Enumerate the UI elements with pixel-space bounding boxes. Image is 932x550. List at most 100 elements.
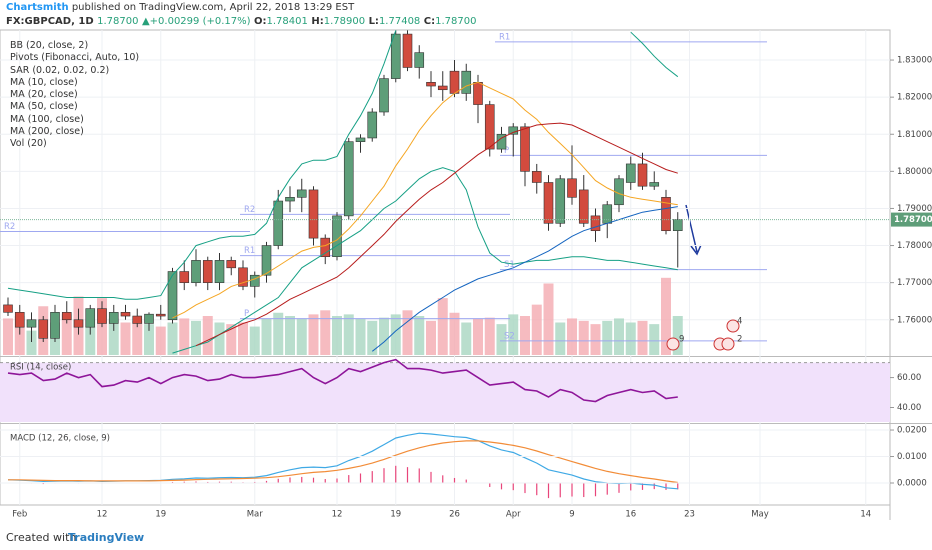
volume-bar xyxy=(261,318,272,355)
x-tick-label: Mar xyxy=(247,510,264,520)
legend-entry: MA (50, close) xyxy=(10,101,78,113)
candle-body xyxy=(390,33,401,79)
volume-bar xyxy=(367,320,378,355)
volume-bar xyxy=(3,318,13,355)
symbol: FX:GBPCAD, 1D xyxy=(6,16,94,27)
candle-body xyxy=(308,189,319,239)
indicator-line xyxy=(371,206,678,352)
created-with: Created with xyxy=(6,531,77,544)
candle-body xyxy=(38,319,49,339)
volume-bar xyxy=(473,318,483,355)
candle-body xyxy=(179,271,190,283)
volume-bar xyxy=(308,314,319,355)
rsi-band xyxy=(0,362,890,422)
candle-body xyxy=(461,70,472,94)
legend-entry: SAR (0.02, 0.02, 0.2) xyxy=(10,64,110,76)
volume-bar xyxy=(332,316,342,355)
x-tick-label: Feb xyxy=(12,510,27,520)
volume-bar xyxy=(672,316,683,355)
candle-body xyxy=(567,178,577,198)
volume-bar xyxy=(214,322,225,355)
x-tick-label: 12 xyxy=(332,510,343,520)
legend-entry: MA (100, close) xyxy=(10,113,84,125)
pivot-label: R2 xyxy=(4,222,15,232)
volume-bar xyxy=(614,318,624,355)
y-tick-label: 1.76000 xyxy=(897,315,932,325)
volume-bar xyxy=(543,283,554,355)
candle-body xyxy=(379,78,389,113)
publish-line: Chartsmith published on TradingView.com,… xyxy=(6,2,354,13)
event-badge xyxy=(721,337,735,351)
volume-bar xyxy=(285,316,295,355)
candle-body xyxy=(437,85,448,91)
brand[interactable]: TradingView xyxy=(68,531,145,544)
candle-body xyxy=(50,312,60,339)
volume-bar xyxy=(132,320,143,355)
volume-bar xyxy=(625,322,636,355)
candle-body xyxy=(120,312,131,317)
y-tick-label: 0.0200 xyxy=(897,426,927,436)
indicator-legend: BB (20, close, 2) Pivots (Fibonacci, Auto… xyxy=(10,40,139,151)
candle-body xyxy=(402,33,413,68)
layer xyxy=(0,358,890,422)
x-tick-label: 26 xyxy=(449,510,460,520)
change: +0.00299 (+0.17%) xyxy=(149,16,251,27)
pivot-label: P xyxy=(504,146,509,156)
volume-bar xyxy=(567,318,577,355)
volume-bar xyxy=(167,322,178,355)
candle-body xyxy=(3,304,13,313)
candle-body xyxy=(73,319,84,328)
x-tick-label: 19 xyxy=(155,510,166,520)
y-tick-label: 1.80000 xyxy=(897,167,932,177)
volume-bar xyxy=(226,324,237,355)
candle-body xyxy=(296,189,307,198)
x-tick-label: May xyxy=(751,510,769,520)
y-tick-label: 1.83000 xyxy=(897,56,932,66)
layer xyxy=(7,432,679,499)
published: published on TradingView.com, April 22, … xyxy=(71,2,355,13)
volume-bar xyxy=(379,317,389,355)
candle-body xyxy=(191,260,201,283)
event-badge xyxy=(726,319,740,333)
volume-bar xyxy=(602,320,613,355)
pivot-label: R1 xyxy=(244,246,255,256)
close: 1.78700 xyxy=(435,16,477,27)
candle-body xyxy=(332,215,342,257)
candle-body xyxy=(202,260,213,283)
volume-bar xyxy=(85,326,96,355)
indicator-line xyxy=(195,122,678,347)
x-tick-label: Apr xyxy=(506,510,521,520)
last-price-box xyxy=(891,212,932,227)
volume-bar xyxy=(508,314,519,355)
volume-bar xyxy=(649,324,660,355)
legend-entry: MA (200, close) xyxy=(10,126,84,138)
candle-body xyxy=(61,312,72,321)
candle-body xyxy=(555,178,566,224)
candle-body xyxy=(449,70,460,94)
candle-body xyxy=(672,219,683,231)
event-count: 4 xyxy=(737,317,742,327)
candle-body xyxy=(144,313,154,324)
candle-body xyxy=(167,271,178,321)
volume-bar xyxy=(531,304,542,355)
volume-bar xyxy=(426,320,436,355)
candle-body xyxy=(343,141,354,217)
volume-bar xyxy=(355,318,366,355)
x-tick-label: 14 xyxy=(860,510,871,520)
x-tick-label: 12 xyxy=(97,510,108,520)
pivot-label: S1 xyxy=(504,260,515,270)
legend-entry: BB (20, close, 2) xyxy=(10,40,89,51)
last-price: 1.78700 xyxy=(97,16,139,27)
volume-bar xyxy=(437,298,448,355)
candle-body xyxy=(590,215,601,232)
y-tick-label: 1.77000 xyxy=(897,278,932,288)
volume-bar xyxy=(661,277,671,355)
candle-body xyxy=(155,313,166,317)
candle-body xyxy=(637,163,648,187)
volume-bar xyxy=(390,314,401,355)
x-tick-label: 9 xyxy=(569,510,574,520)
candle-body xyxy=(273,200,284,246)
o-label: O: xyxy=(254,16,267,27)
volume-bar xyxy=(461,322,472,355)
